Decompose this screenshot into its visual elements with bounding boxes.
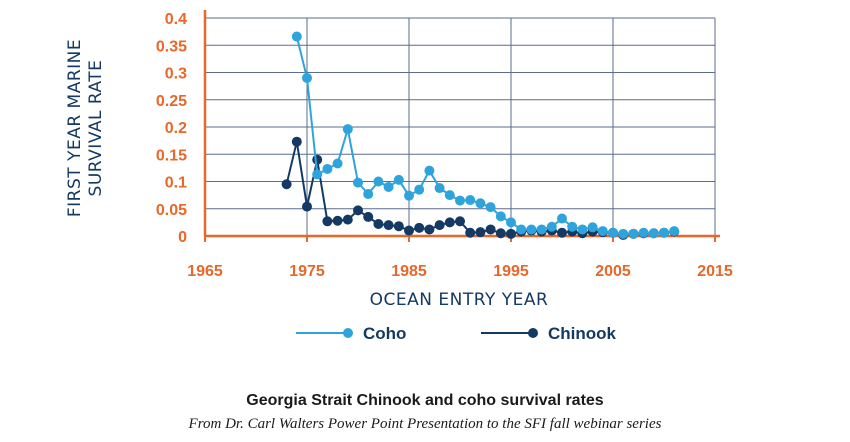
- chinook-data-point: [414, 222, 425, 233]
- y-tick-label: 0: [178, 229, 187, 246]
- chinook-data-point: [383, 220, 394, 231]
- legend-item-coho: Coho: [296, 324, 406, 343]
- coho-data-point: [373, 176, 384, 187]
- chinook-data-point: [332, 215, 343, 226]
- y-tick-label: 0.1: [165, 175, 187, 192]
- y-tick-label: 0.2: [165, 120, 187, 137]
- label-layer: FIRST YEAR MARINE SURVIVAL RATE OCEAN EN…: [65, 39, 548, 310]
- coho-data-point: [648, 228, 659, 239]
- chinook-data-point: [495, 228, 506, 239]
- coho-data-point: [638, 227, 649, 238]
- y-tick-label: 0.05: [156, 202, 187, 219]
- coho-data-point: [312, 169, 323, 180]
- legend-coho-marker: [343, 328, 353, 338]
- y-tick-label: 0.25: [156, 93, 187, 110]
- chinook-data-point: [322, 216, 333, 227]
- x-axis-title: OCEAN ENTRY YEAR: [370, 290, 549, 310]
- chinook-data-point: [424, 224, 435, 235]
- coho-data-point: [475, 198, 486, 209]
- coho-data-point: [434, 183, 445, 194]
- chinook-data-point: [363, 211, 374, 222]
- coho-data-point: [597, 226, 608, 237]
- coho-data-point: [322, 163, 333, 174]
- coho-data-point: [618, 228, 629, 239]
- coho-data-point: [302, 72, 312, 83]
- coho-data-point: [383, 181, 394, 192]
- coho-data-point: [465, 195, 476, 206]
- coho-data-point: [444, 190, 455, 201]
- x-tick-label: 1995: [493, 263, 529, 280]
- x-tick-label: 2015: [697, 263, 733, 280]
- coho-data-point: [495, 211, 506, 222]
- chinook-data-point: [342, 214, 353, 225]
- chinook-data-point: [485, 224, 496, 235]
- coho-data-point: [659, 227, 669, 238]
- coho-data-point: [546, 221, 557, 232]
- coho-data-point: [455, 195, 465, 206]
- coho-data-point: [557, 213, 567, 224]
- coho-data-point: [506, 217, 516, 228]
- x-tick-label: 1985: [391, 263, 427, 280]
- coho-data-point: [669, 226, 680, 237]
- coho-series-line: [295, 36, 675, 235]
- chinook-data-point: [281, 179, 292, 190]
- chinook-data-point: [444, 217, 455, 228]
- coho-data-point: [516, 224, 527, 235]
- legend-chinook-marker: [528, 328, 538, 338]
- chinook-data-point: [302, 201, 312, 212]
- coho-data-point: [424, 165, 435, 176]
- y-tick-label: 0.3: [165, 66, 187, 83]
- x-tick-label: 1975: [289, 263, 325, 280]
- coho-data-point: [608, 227, 618, 238]
- coho-data-point: [536, 224, 547, 235]
- chinook-data-point: [475, 227, 486, 238]
- y-axis-title-line-2: SURVIVAL RATE: [86, 60, 106, 197]
- coho-data-point: [628, 228, 639, 239]
- chinook-data-point: [506, 228, 516, 239]
- coho-data-point: [404, 190, 414, 201]
- coho-data-point: [567, 221, 578, 232]
- chinook-data-point: [465, 227, 476, 238]
- y-tick-label: 0.4: [165, 11, 187, 28]
- coho-data-point: [587, 222, 598, 233]
- chinook-data-point: [373, 219, 384, 230]
- chinook-data-point: [353, 205, 363, 216]
- coho-data-point: [414, 184, 425, 195]
- axis-layer: 0 0.05 0.1 0.15 0.2 0.25 0.3 0.35 0.4 1965 1975 198…: [156, 10, 733, 280]
- legend: Coho Chinook: [296, 324, 617, 343]
- coho-data-point: [332, 158, 343, 169]
- chinook-data-point: [434, 220, 445, 231]
- chinook-data-point: [312, 154, 323, 165]
- coho-data-point: [485, 202, 496, 213]
- chinook-data-point: [557, 227, 567, 238]
- y-axis-title-line-1: FIRST YEAR MARINE: [65, 39, 85, 217]
- coho-data-point: [526, 224, 537, 235]
- chinook-data-point: [291, 136, 302, 147]
- caption-title: Georgia Strait Chinook and coho survival…: [246, 392, 604, 409]
- coho-data-point: [353, 177, 363, 188]
- x-tick-label: 2005: [595, 263, 631, 280]
- x-tick-label: 1965: [187, 263, 223, 280]
- coho-data-point: [342, 124, 353, 135]
- legend-item-chinook: Chinook: [481, 324, 617, 343]
- y-tick-label: 0.35: [156, 38, 187, 55]
- chinook-data-point: [393, 221, 404, 232]
- series-layer: [281, 31, 680, 240]
- chinook-data-point: [455, 216, 465, 227]
- coho-data-point: [577, 224, 588, 235]
- coho-data-point: [393, 174, 404, 185]
- caption-source: From Dr. Carl Walters Power Point Presen…: [188, 416, 662, 432]
- y-tick-label: 0.15: [156, 147, 187, 164]
- coho-data-point: [291, 31, 302, 42]
- legend-chinook-label: Chinook: [548, 324, 617, 343]
- legend-coho-label: Coho: [363, 324, 406, 343]
- chinook-data-point: [404, 225, 414, 236]
- coho-data-point: [363, 189, 374, 200]
